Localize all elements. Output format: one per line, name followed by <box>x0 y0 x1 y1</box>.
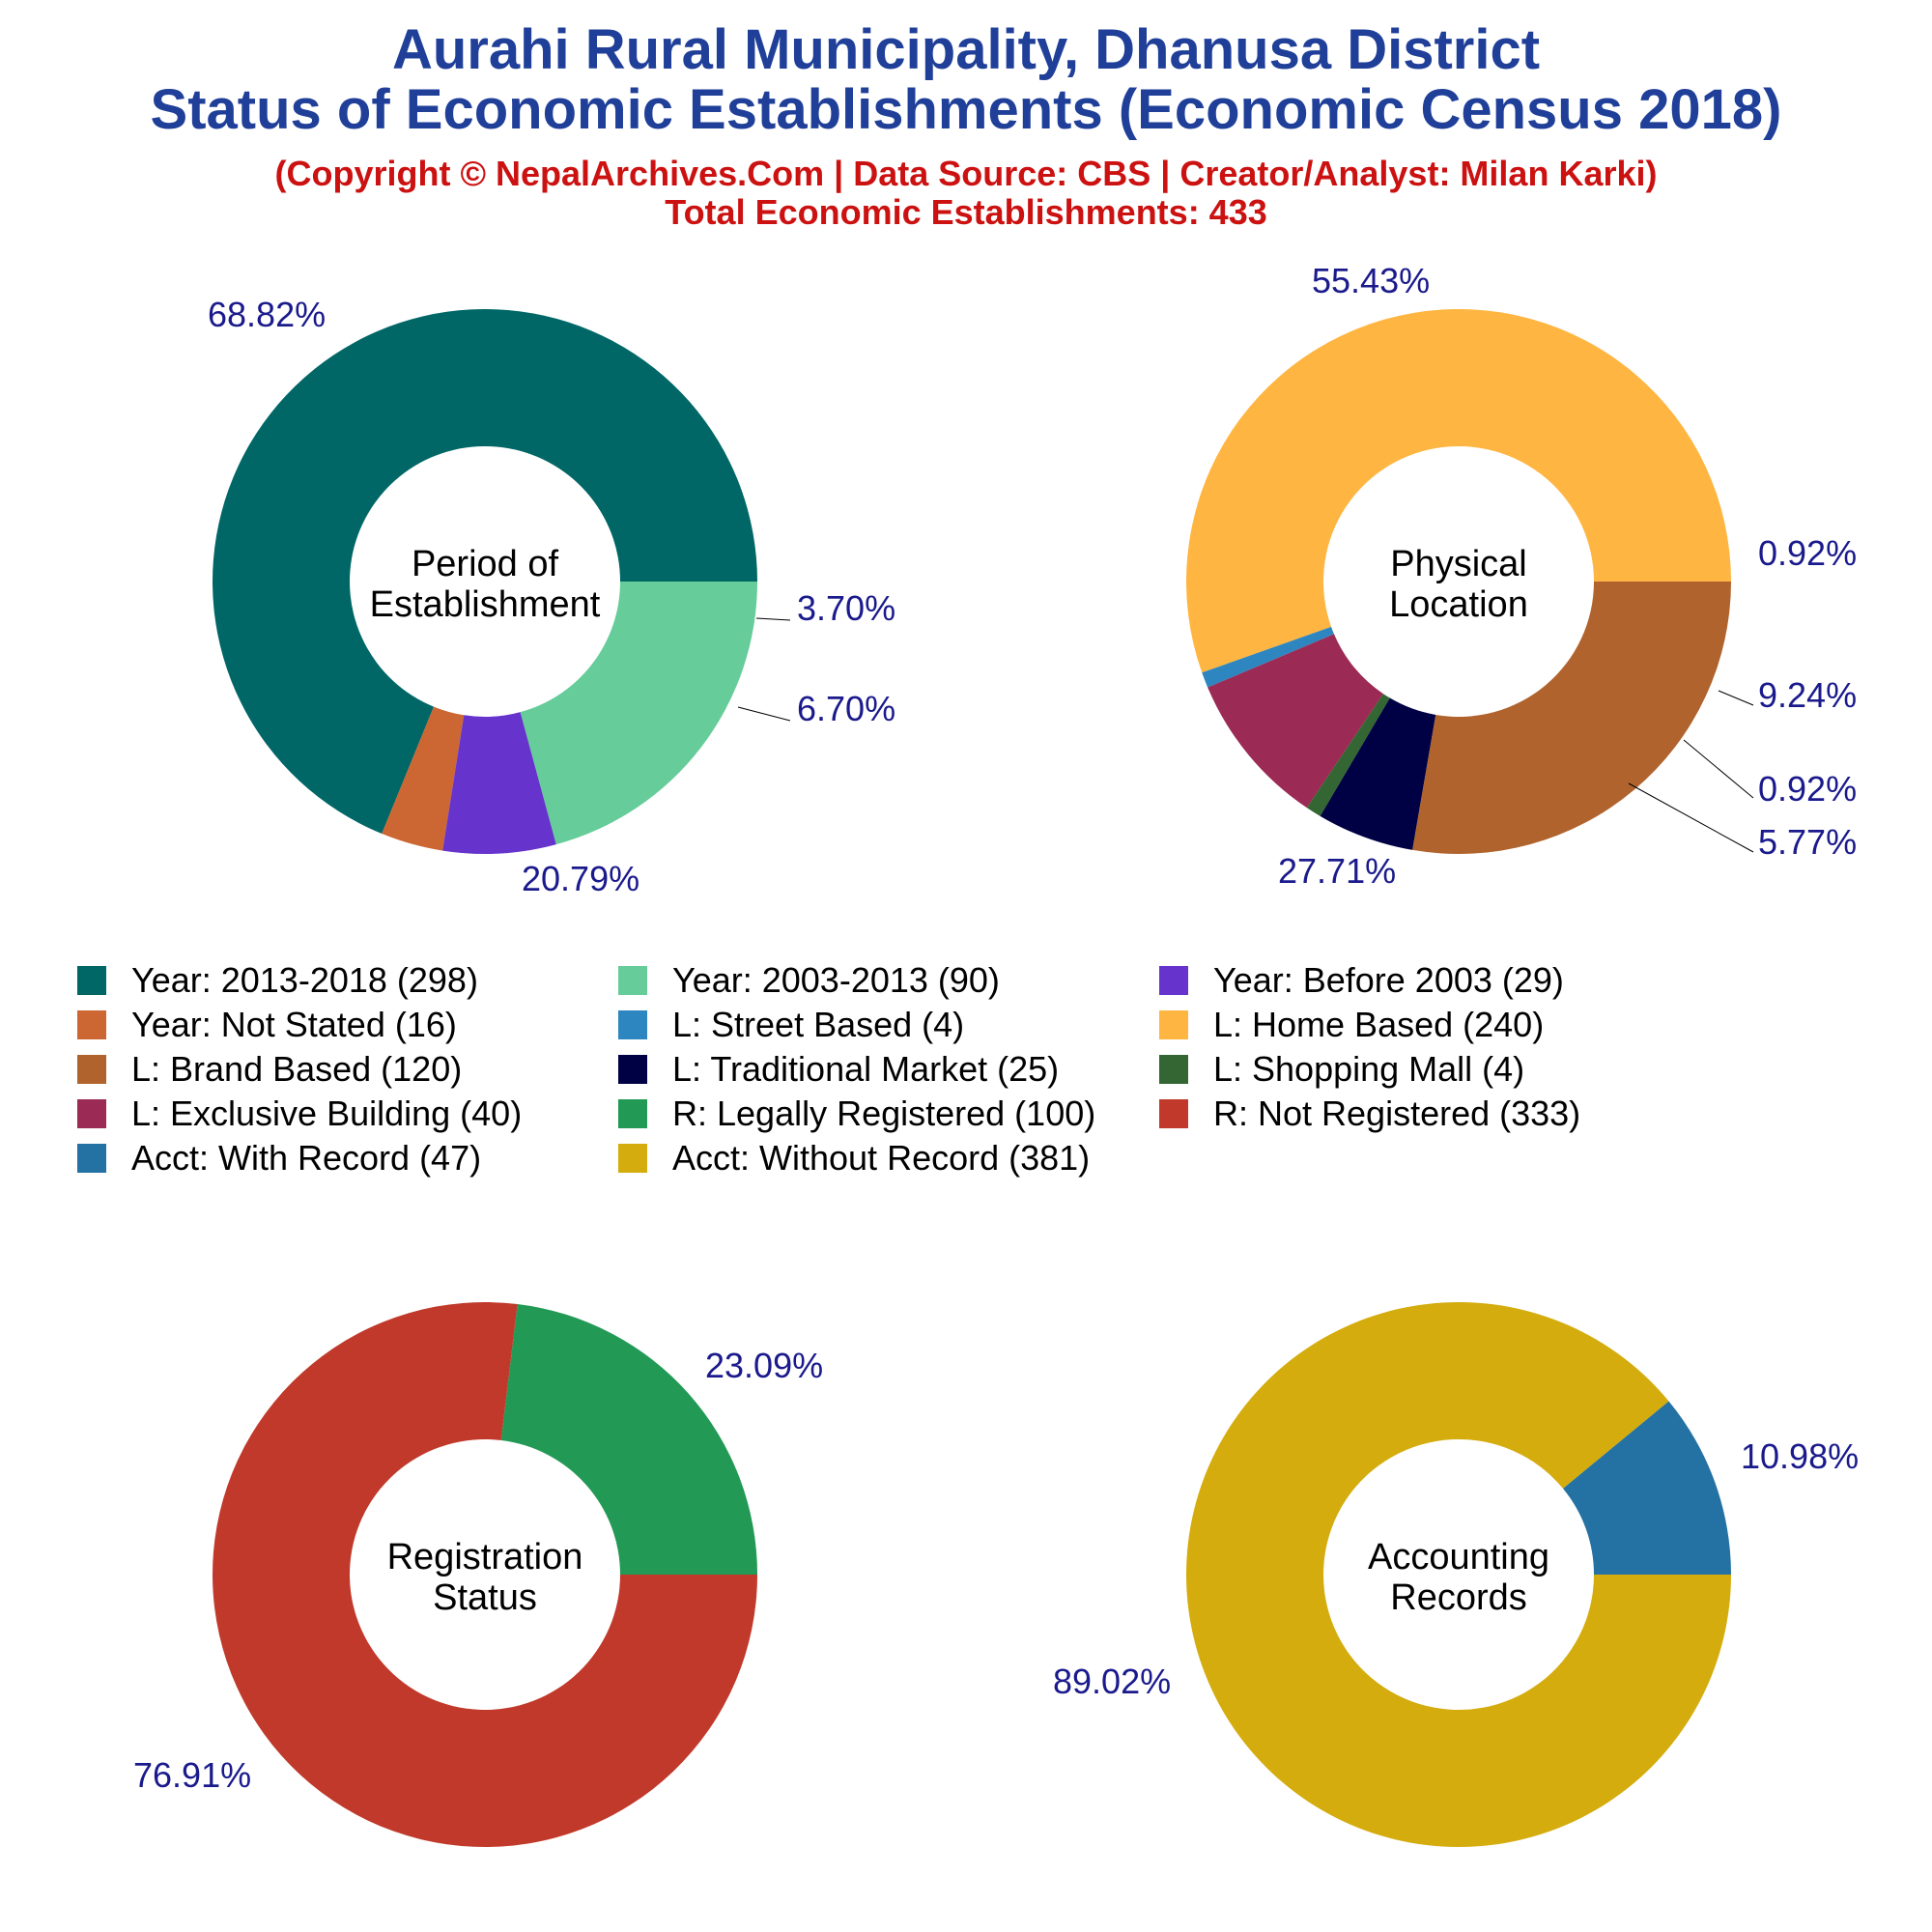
slice-with-record <box>1562 1401 1731 1575</box>
slice-shopping-mall <box>1306 694 1390 816</box>
legend-label: L: Shopping Mall (4) <box>1213 1049 1525 1089</box>
center-label: Status <box>433 1577 537 1618</box>
leader-line-traditional-market <box>1628 782 1754 853</box>
center-label: Location <box>1389 584 1528 625</box>
legend-item: Year: 2003-2013 (90) <box>618 960 1159 1000</box>
legend-swatch <box>618 1099 647 1128</box>
legend-swatch <box>618 1010 647 1039</box>
legend-swatch <box>1159 1010 1188 1039</box>
legend-item: R: Legally Registered (100) <box>618 1094 1159 1133</box>
legend-label: R: Legally Registered (100) <box>672 1094 1096 1133</box>
legend-item: L: Street Based (4) <box>618 1005 1159 1044</box>
copyright-text: (Copyright © NepalArchives.Com | Data So… <box>274 154 1658 193</box>
legend-label: Acct: With Record (47) <box>131 1138 482 1178</box>
legend-label: Year: Before 2003 (29) <box>1213 960 1564 1000</box>
slice-brand-based <box>1412 582 1731 854</box>
percent-label-without-record: 89.02% <box>1053 1662 1171 1701</box>
legend-item: R: Not Registered (333) <box>1159 1094 1700 1133</box>
leader-line-shopping-mall <box>1683 739 1754 799</box>
percent-label-exclusive-building: 9.24% <box>1758 675 1857 715</box>
slice-2013-2018 <box>213 308 758 835</box>
legend-swatch <box>618 966 647 995</box>
legend-swatch <box>77 1055 106 1084</box>
center-label: Accounting <box>1368 1537 1549 1577</box>
legend-label: Year: Not Stated (16) <box>131 1005 457 1044</box>
percent-label-not-stated: 3.70% <box>797 588 895 628</box>
legend-item: Acct: Without Record (381) <box>618 1138 1159 1178</box>
legend-swatch <box>77 1144 106 1173</box>
center-label: Establishment <box>370 584 601 625</box>
legend-label: L: Traditional Market (25) <box>672 1049 1060 1089</box>
legend-item: Year: Before 2003 (29) <box>1159 960 1700 1000</box>
percent-label-2003-2013: 20.79% <box>522 859 639 898</box>
legend-swatch <box>77 966 106 995</box>
slice-legally-registered <box>500 1304 757 1575</box>
legend-item: L: Brand Based (120) <box>77 1049 618 1089</box>
percent-label-traditional-market: 5.77% <box>1758 822 1857 862</box>
legend-label: L: Exclusive Building (40) <box>131 1094 523 1133</box>
center-label: Registration <box>387 1537 583 1577</box>
legend-swatch <box>77 1010 106 1039</box>
percent-label-shopping-mall: 0.92% <box>1758 769 1857 809</box>
legend-item: L: Traditional Market (25) <box>618 1049 1159 1089</box>
percent-label-before-2003: 6.70% <box>797 689 895 728</box>
center-label: Period of <box>412 544 559 584</box>
percent-label-not-registered: 76.91% <box>133 1755 251 1795</box>
slice-2003-2013 <box>520 582 757 845</box>
percent-label-legally-registered: 23.09% <box>705 1346 823 1385</box>
slice-exclusive-building <box>1208 634 1383 809</box>
percent-label-2013-2018: 68.82% <box>208 295 326 334</box>
legend-label: L: Home Based (240) <box>1213 1005 1545 1044</box>
leader-line-before-2003 <box>737 706 791 722</box>
slice-not-stated <box>382 706 465 851</box>
slice-home-based <box>1185 308 1732 673</box>
leader-line-not-stated <box>755 617 791 621</box>
legend-swatch <box>77 1099 106 1128</box>
slice-before-2003 <box>442 712 556 854</box>
center-label: Physical <box>1390 544 1527 584</box>
legend-label: L: Street Based (4) <box>672 1005 965 1044</box>
legend-item: Year: 2013-2018 (298) <box>77 960 618 1000</box>
legend-label: L: Brand Based (120) <box>131 1049 463 1089</box>
slice-without-record <box>1185 1301 1731 1847</box>
chart-title-line2: Status of Economic Establishments (Econo… <box>150 78 1782 141</box>
legend-label: Year: 2003-2013 (90) <box>672 960 1000 1000</box>
legend-label: Acct: Without Record (381) <box>672 1138 1091 1178</box>
percent-label-brand-based: 27.71% <box>1278 851 1396 891</box>
legend-label: R: Not Registered (333) <box>1213 1094 1581 1133</box>
legend-swatch <box>1159 1099 1188 1128</box>
legend-item: L: Exclusive Building (40) <box>77 1094 618 1133</box>
legend-item: L: Home Based (240) <box>1159 1005 1700 1044</box>
leader-line-exclusive-building <box>1718 690 1754 706</box>
percent-label-street-based: 0.92% <box>1758 533 1857 573</box>
legend-swatch <box>1159 1055 1188 1084</box>
legend-swatch <box>618 1144 647 1173</box>
legend-item: Year: Not Stated (16) <box>77 1005 618 1044</box>
legend-swatch <box>618 1055 647 1084</box>
center-label: Records <box>1390 1577 1527 1618</box>
slice-street-based <box>1202 626 1334 688</box>
legend: Year: 2013-2018 (298) Year: 2003-2013 (90… <box>77 960 1816 1178</box>
legend-swatch <box>1159 966 1188 995</box>
slice-traditional-market <box>1320 697 1436 850</box>
percent-label-with-record: 10.98% <box>1741 1436 1859 1476</box>
slice-not-registered <box>213 1302 758 1847</box>
percent-label-home-based: 55.43% <box>1312 261 1430 300</box>
legend-label: Year: 2013-2018 (298) <box>131 960 478 1000</box>
chart-title-line1: Aurahi Rural Municipality, Dhanusa Distr… <box>391 18 1541 81</box>
legend-item: Acct: With Record (47) <box>77 1138 618 1178</box>
legend-item: L: Shopping Mall (4) <box>1159 1049 1700 1089</box>
total-establishments: Total Economic Establishments: 433 <box>665 192 1267 232</box>
